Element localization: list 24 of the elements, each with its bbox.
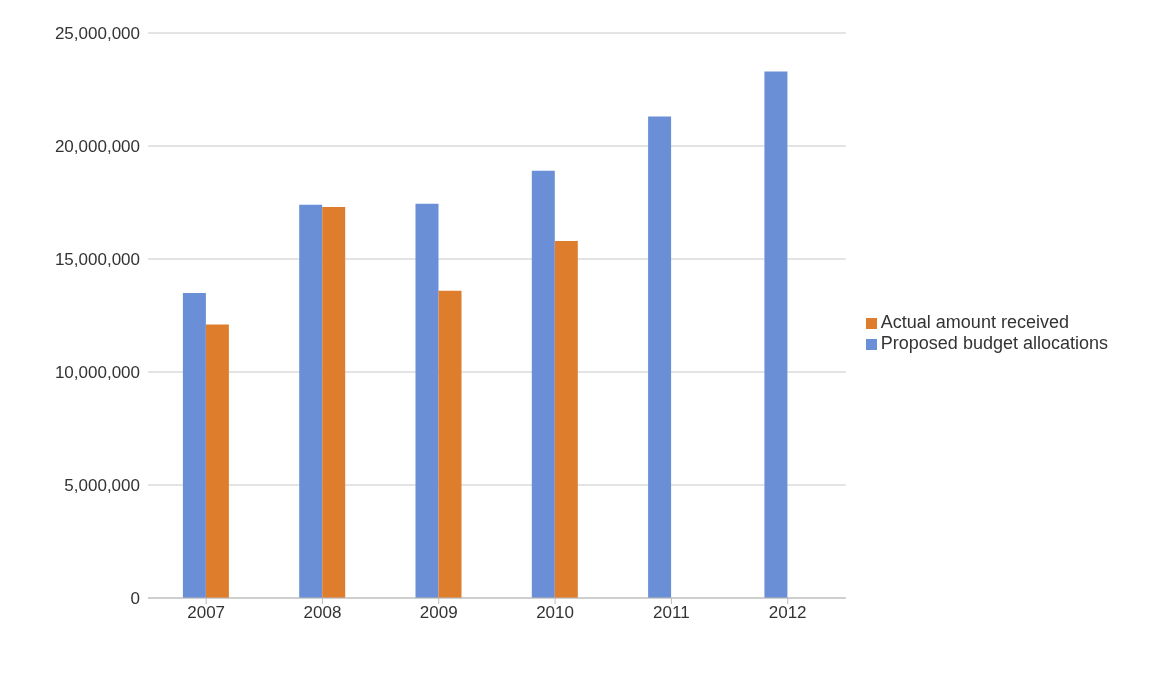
bar bbox=[322, 207, 346, 598]
y-tick-label: 15,000,000 bbox=[54, 250, 140, 270]
bar bbox=[415, 203, 439, 598]
bar bbox=[438, 290, 462, 598]
bar bbox=[764, 71, 788, 598]
y-tick-label: 10,000,000 bbox=[54, 363, 140, 383]
x-tick-label: 2009 bbox=[419, 603, 458, 623]
y-tick-label: 20,000,000 bbox=[54, 137, 140, 157]
bar bbox=[531, 170, 555, 598]
legend-label: Proposed budget allocations bbox=[880, 333, 1108, 353]
bar bbox=[554, 240, 578, 598]
bar bbox=[299, 204, 323, 598]
y-tick-label: 0 bbox=[130, 589, 140, 609]
bar bbox=[648, 116, 672, 598]
x-tick-label: 2010 bbox=[536, 603, 574, 623]
y-tick-label: 5,000,000 bbox=[64, 476, 140, 496]
legend-label: Actual amount received bbox=[880, 312, 1069, 332]
x-tick-label: 2012 bbox=[768, 603, 807, 623]
x-tick-label: 2007 bbox=[187, 603, 226, 623]
bar bbox=[205, 324, 229, 598]
bar bbox=[182, 292, 206, 598]
x-tick-label: 2008 bbox=[303, 603, 342, 623]
y-tick-label: 25,000,000 bbox=[54, 24, 140, 44]
x-tick-label: 2011 bbox=[653, 603, 690, 623]
